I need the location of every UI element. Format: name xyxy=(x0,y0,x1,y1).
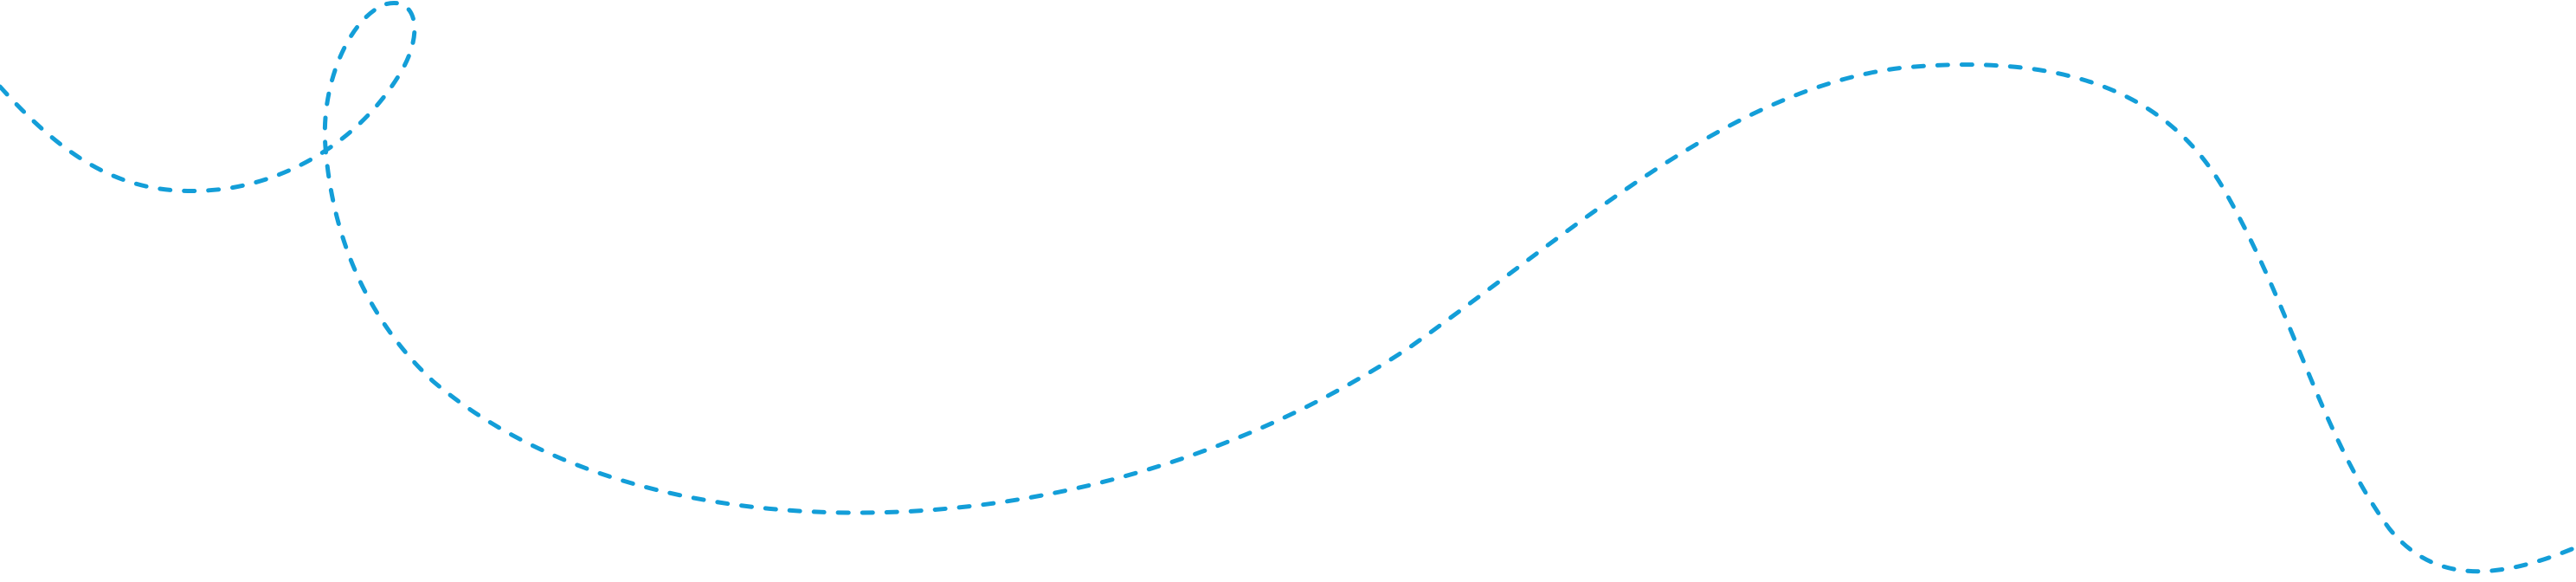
page-canvas xyxy=(0,1,2576,574)
dashed-curve-decoration xyxy=(0,1,2576,574)
dashed-curve-path xyxy=(0,1,2576,574)
